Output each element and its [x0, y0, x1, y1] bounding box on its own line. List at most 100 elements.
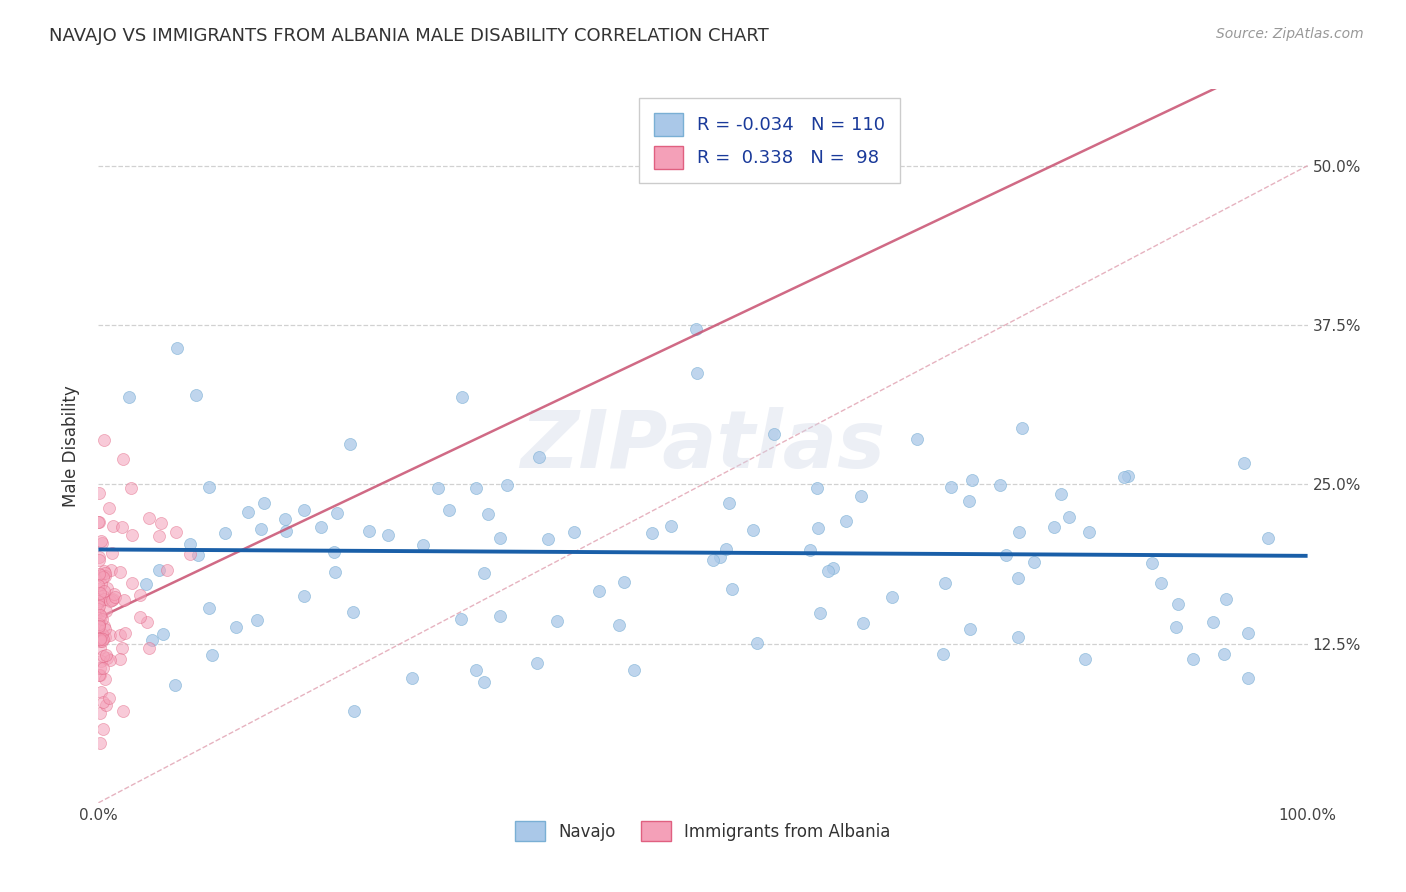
Point [197, 479, 219, 493]
Point [89, 706, 111, 720]
Point [111, 519, 134, 533]
Point [526, 656, 548, 670]
Point [93, 433, 115, 447]
Point [450, 612, 472, 626]
Point [709, 549, 731, 564]
Point [1167, 597, 1189, 611]
Point [111, 451, 134, 466]
Point [1057, 510, 1080, 524]
Point [138, 640, 160, 655]
Point [187, 548, 209, 562]
Point [225, 620, 247, 634]
Point [166, 341, 188, 355]
Point [326, 506, 349, 520]
Point [90, 592, 112, 607]
Point [138, 511, 160, 525]
Point [89, 633, 111, 648]
Point [685, 322, 707, 336]
Point [939, 480, 962, 494]
Point [87, 515, 110, 529]
Point [934, 575, 956, 590]
Point [91, 661, 114, 675]
Point [851, 489, 873, 503]
Point [613, 575, 636, 590]
Point [120, 481, 142, 495]
Point [101, 546, 124, 560]
Point [129, 610, 152, 624]
Point [165, 524, 187, 539]
Point [118, 390, 141, 404]
Point [94, 672, 117, 686]
Point [98, 594, 121, 608]
Point [87, 601, 110, 615]
Point [477, 507, 499, 521]
Point [87, 552, 110, 566]
Point [90, 567, 112, 582]
Point [90, 536, 112, 550]
Point [87, 632, 110, 646]
Point [905, 432, 928, 446]
Point [623, 663, 645, 677]
Point [98, 690, 121, 705]
Point [546, 614, 568, 628]
Point [1116, 469, 1139, 483]
Point [276, 524, 298, 539]
Point [135, 615, 157, 630]
Point [450, 390, 472, 404]
Point [718, 495, 741, 509]
Point [641, 525, 664, 540]
Point [87, 486, 110, 500]
Point [1077, 524, 1099, 539]
Point [465, 481, 488, 495]
Point [246, 613, 269, 627]
Point [87, 596, 110, 610]
Point [325, 565, 347, 579]
Point [527, 450, 550, 465]
Point [87, 593, 110, 607]
Point [87, 515, 110, 529]
Point [273, 511, 295, 525]
Point [716, 541, 738, 556]
Point [89, 607, 111, 622]
Point [91, 722, 114, 736]
Point [94, 622, 117, 636]
Point [90, 654, 112, 668]
Point [94, 604, 117, 618]
Legend: Navajo, Immigrants from Albania: Navajo, Immigrants from Albania [509, 814, 897, 848]
Y-axis label: Male Disability: Male Disability [62, 385, 80, 507]
Point [87, 668, 110, 682]
Point [89, 586, 111, 600]
Point [292, 589, 315, 603]
Point [426, 481, 449, 495]
Point [101, 592, 124, 607]
Point [1181, 652, 1204, 666]
Point [1237, 626, 1260, 640]
Point [98, 628, 121, 642]
Point [90, 627, 112, 641]
Point [156, 562, 179, 576]
Point [588, 583, 610, 598]
Point [89, 599, 111, 614]
Point [91, 633, 114, 648]
Point [686, 366, 709, 380]
Point [101, 519, 124, 533]
Point [1237, 672, 1260, 686]
Point [1114, 469, 1136, 483]
Point [96, 581, 118, 595]
Point [90, 685, 112, 699]
Point [179, 548, 201, 562]
Point [1050, 487, 1073, 501]
Point [94, 698, 117, 713]
Point [89, 632, 111, 647]
Point [1042, 520, 1064, 534]
Point [104, 590, 127, 604]
Point [957, 494, 980, 508]
Point [93, 570, 115, 584]
Point [1257, 531, 1279, 545]
Point [339, 437, 361, 451]
Point [87, 577, 110, 591]
Point [1008, 524, 1031, 539]
Point [108, 565, 131, 579]
Point [1232, 456, 1254, 470]
Point [821, 561, 844, 575]
